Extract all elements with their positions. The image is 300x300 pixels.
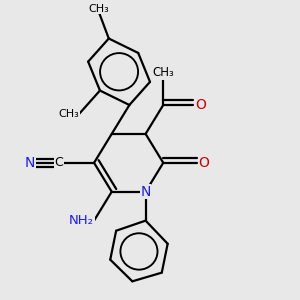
Text: CH₃: CH₃ xyxy=(88,4,109,14)
Text: C: C xyxy=(54,156,63,169)
Text: N: N xyxy=(140,185,151,199)
Text: CH₃: CH₃ xyxy=(152,66,174,79)
Text: O: O xyxy=(195,98,206,112)
Text: N: N xyxy=(25,156,35,170)
Text: O: O xyxy=(199,156,209,170)
Text: CH₃: CH₃ xyxy=(58,109,79,119)
Text: NH₂: NH₂ xyxy=(69,214,94,227)
